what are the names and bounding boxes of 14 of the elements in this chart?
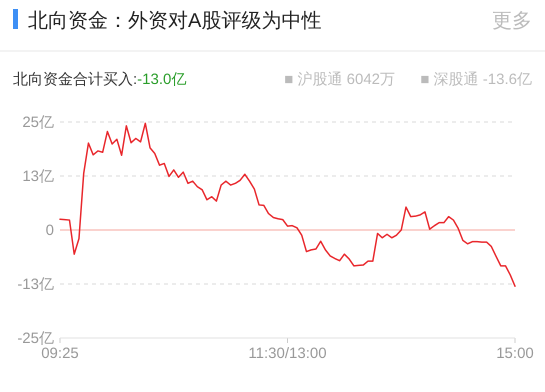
x-tick-label: 09:25 [41,345,79,362]
text: ■ 沪股通 6042万 [284,71,395,88]
line-series [59,122,516,287]
text: ■ 深股通 -13.6亿 [420,71,532,88]
y-tick-label: -13亿 [17,276,54,293]
text: 更多 [492,10,532,32]
y-tick-label: 0 [46,222,54,239]
x-tick-label: 11:30/13:00 [248,345,327,362]
y-tick-label: 25亿 [22,114,54,131]
chart-title: 北向资金：外资对A股评级为中性 [28,10,322,32]
y-tick-label: -25亿 [17,330,54,347]
chart-subtitle: 北向资金合计买入:-13.0亿 [13,71,186,88]
x-tick-label: 15:00 [496,345,534,362]
y-tick-label: 13亿 [22,168,54,185]
